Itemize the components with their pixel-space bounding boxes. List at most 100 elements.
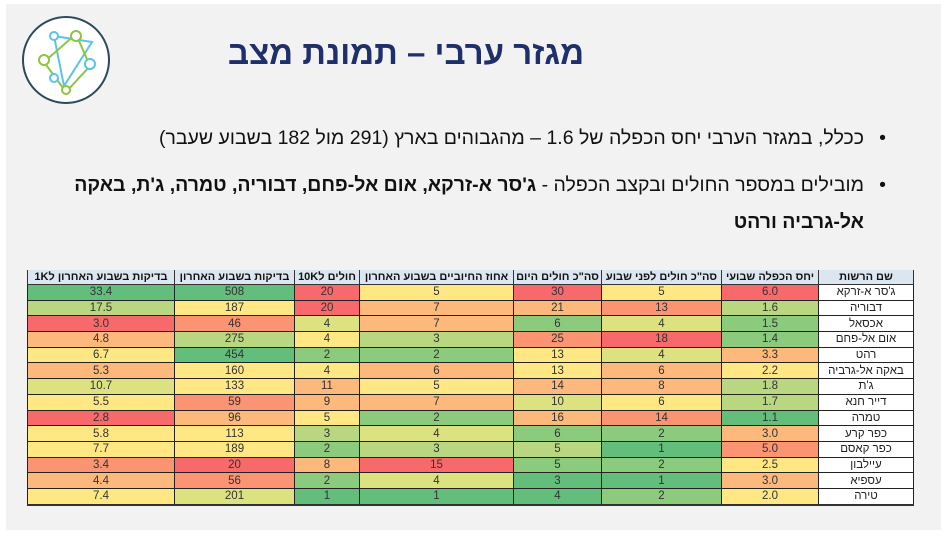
table-cell: 6.7 — [27, 346, 175, 364]
table-cell: 3.3 — [721, 346, 819, 364]
table-cell: 6 — [601, 362, 722, 380]
table-cell: 3.0 — [721, 472, 819, 489]
table-cell: 2 — [601, 456, 722, 474]
table-cell: 11 — [294, 378, 360, 395]
table-cell: 6 — [359, 362, 514, 380]
column-header: בדיקות בשבוע האחרון — [174, 270, 295, 285]
table-cell: 160 — [174, 362, 295, 380]
table-cell: 5 — [359, 378, 514, 395]
table-row: באקה אל-גרביה 2.2 6 13 6 4 160 5.3 — [27, 362, 914, 380]
table-row: טמרה 1.1 14 16 2 5 96 2.8 — [27, 409, 914, 427]
table-row: עיילבון 2.5 2 5 15 8 20 3.4 — [27, 456, 914, 474]
table-cell: 13 — [601, 299, 722, 317]
bullet-bold-text: ג'סר א-זרקא, אום אל-פחם, דבוריה, טמרה, ג… — [74, 174, 864, 233]
table-cell: 14 — [513, 378, 602, 395]
table-cell: 1 — [359, 487, 514, 506]
table-cell: 3 — [359, 440, 514, 458]
table-cell: 1 — [601, 440, 722, 458]
table-cell: 17.5 — [27, 299, 175, 317]
table-header-row: שם הרשות יחס הכפלה שבועי סה"כ חולים לפני ש… — [27, 270, 914, 285]
authority-name: רהט — [818, 346, 914, 364]
status-table: שם הרשות יחס הכפלה שבועי סה"כ חולים לפני ש… — [27, 270, 914, 506]
authority-name: כפר קאסם — [818, 440, 914, 458]
table-row: ג'סר א-זרקא 6.0 5 30 5 20 508 33.4 — [27, 284, 914, 301]
table-cell: 1.8 — [721, 378, 819, 395]
table-cell: 6 — [513, 425, 602, 442]
table-row: אכסאל 1.5 4 6 7 4 46 3.0 — [27, 315, 914, 333]
table-cell: 18 — [601, 331, 722, 348]
table-cell: 3.0 — [721, 425, 819, 442]
table-cell: 13 — [513, 362, 602, 380]
table-cell: 508 — [174, 284, 295, 301]
table-cell: 1.6 — [721, 299, 819, 317]
table-cell: 5 — [294, 409, 360, 427]
table-cell: 4 — [294, 362, 360, 380]
table-cell: 1.5 — [721, 315, 819, 333]
table-cell: 4 — [601, 346, 722, 364]
authority-name: דבוריה — [818, 299, 914, 317]
table-cell: 20 — [174, 456, 295, 474]
bullet-text: ככלל, במגזר הערבי יחס הכפלה של 1.6 – מהג… — [158, 127, 864, 149]
table-cell: 25 — [513, 331, 602, 348]
table-cell: 2.0 — [721, 487, 819, 506]
bullet-list: ככלל, במגזר הערבי יחס הכפלה של 1.6 – מהג… — [46, 120, 886, 241]
table-cell: 8 — [601, 378, 722, 395]
table-row: כפר קאסם 5.0 1 5 3 2 189 7.7 — [27, 440, 914, 458]
authority-name: דייר חנא — [818, 393, 914, 411]
column-header: בדיקות בשבוע האחרון ל1K — [27, 270, 175, 285]
table-cell: 2 — [601, 425, 722, 442]
table-cell: 6.0 — [721, 284, 819, 301]
table-cell: 5 — [513, 440, 602, 458]
table-cell: 20 — [294, 299, 360, 317]
table-cell: 7.7 — [27, 440, 175, 458]
table-cell: 1.7 — [721, 393, 819, 411]
table-cell: 4 — [601, 315, 722, 333]
table-cell: 275 — [174, 331, 295, 348]
table-cell: 7.4 — [27, 487, 175, 506]
table-cell: 4.8 — [27, 331, 175, 348]
authority-name: טמרה — [818, 409, 914, 427]
table-cell: 6 — [513, 315, 602, 333]
table-cell: 189 — [174, 440, 295, 458]
table-cell: 5 — [513, 456, 602, 474]
table-cell: 2.5 — [721, 456, 819, 474]
authority-name: עיילבון — [818, 456, 914, 474]
table-row: כפר קרע 3.0 2 6 4 3 113 5.8 — [27, 425, 914, 442]
column-header: חולים ל10K — [294, 270, 360, 285]
slide-title: מגזר ערבי – תמונת מצב — [227, 34, 585, 71]
logo — [22, 16, 110, 104]
table-cell: 30 — [513, 284, 602, 301]
table-cell: 59 — [174, 393, 295, 411]
table-cell: 13 — [513, 346, 602, 364]
table-cell: 201 — [174, 487, 295, 506]
table-cell: 1.4 — [721, 331, 819, 348]
column-header: סה"כ חולים היום — [513, 270, 602, 285]
table-cell: 2.2 — [721, 362, 819, 380]
table-cell: 4 — [294, 315, 360, 333]
table-cell: 187 — [174, 299, 295, 317]
authority-name: אכסאל — [818, 315, 914, 333]
table-cell: 15 — [359, 456, 514, 474]
table-row: ג'ת 1.8 8 14 5 11 133 10.7 — [27, 378, 914, 395]
table-cell: 21 — [513, 299, 602, 317]
table-cell: 6 — [601, 393, 722, 411]
table-cell: 3 — [513, 472, 602, 489]
table-row: דייר חנא 1.7 6 10 7 9 59 5.5 — [27, 393, 914, 411]
table-cell: 5.0 — [721, 440, 819, 458]
bullet-item: ככלל, במגזר הערבי יחס הכפלה של 1.6 – מהג… — [46, 120, 886, 157]
table-cell: 8 — [294, 456, 360, 474]
table-cell: 3 — [294, 425, 360, 442]
table-cell: 2 — [359, 346, 514, 364]
table-cell: 96 — [174, 409, 295, 427]
table-cell: 14 — [601, 409, 722, 427]
authority-name: כפר קרע — [818, 425, 914, 442]
table-cell: 16 — [513, 409, 602, 427]
table-row: דבוריה 1.6 13 21 7 20 187 17.5 — [27, 299, 914, 317]
table-cell: 3 — [359, 331, 514, 348]
column-header: שם הרשות — [818, 270, 914, 285]
table-cell: 7 — [359, 299, 514, 317]
column-header: אחוז החיוביים בשבוע האחרון — [359, 270, 514, 285]
authority-name: אום אל-פחם — [818, 331, 914, 348]
table-row: אום אל-פחם 1.4 18 25 3 4 275 4.8 — [27, 331, 914, 348]
table-cell: 7 — [359, 315, 514, 333]
